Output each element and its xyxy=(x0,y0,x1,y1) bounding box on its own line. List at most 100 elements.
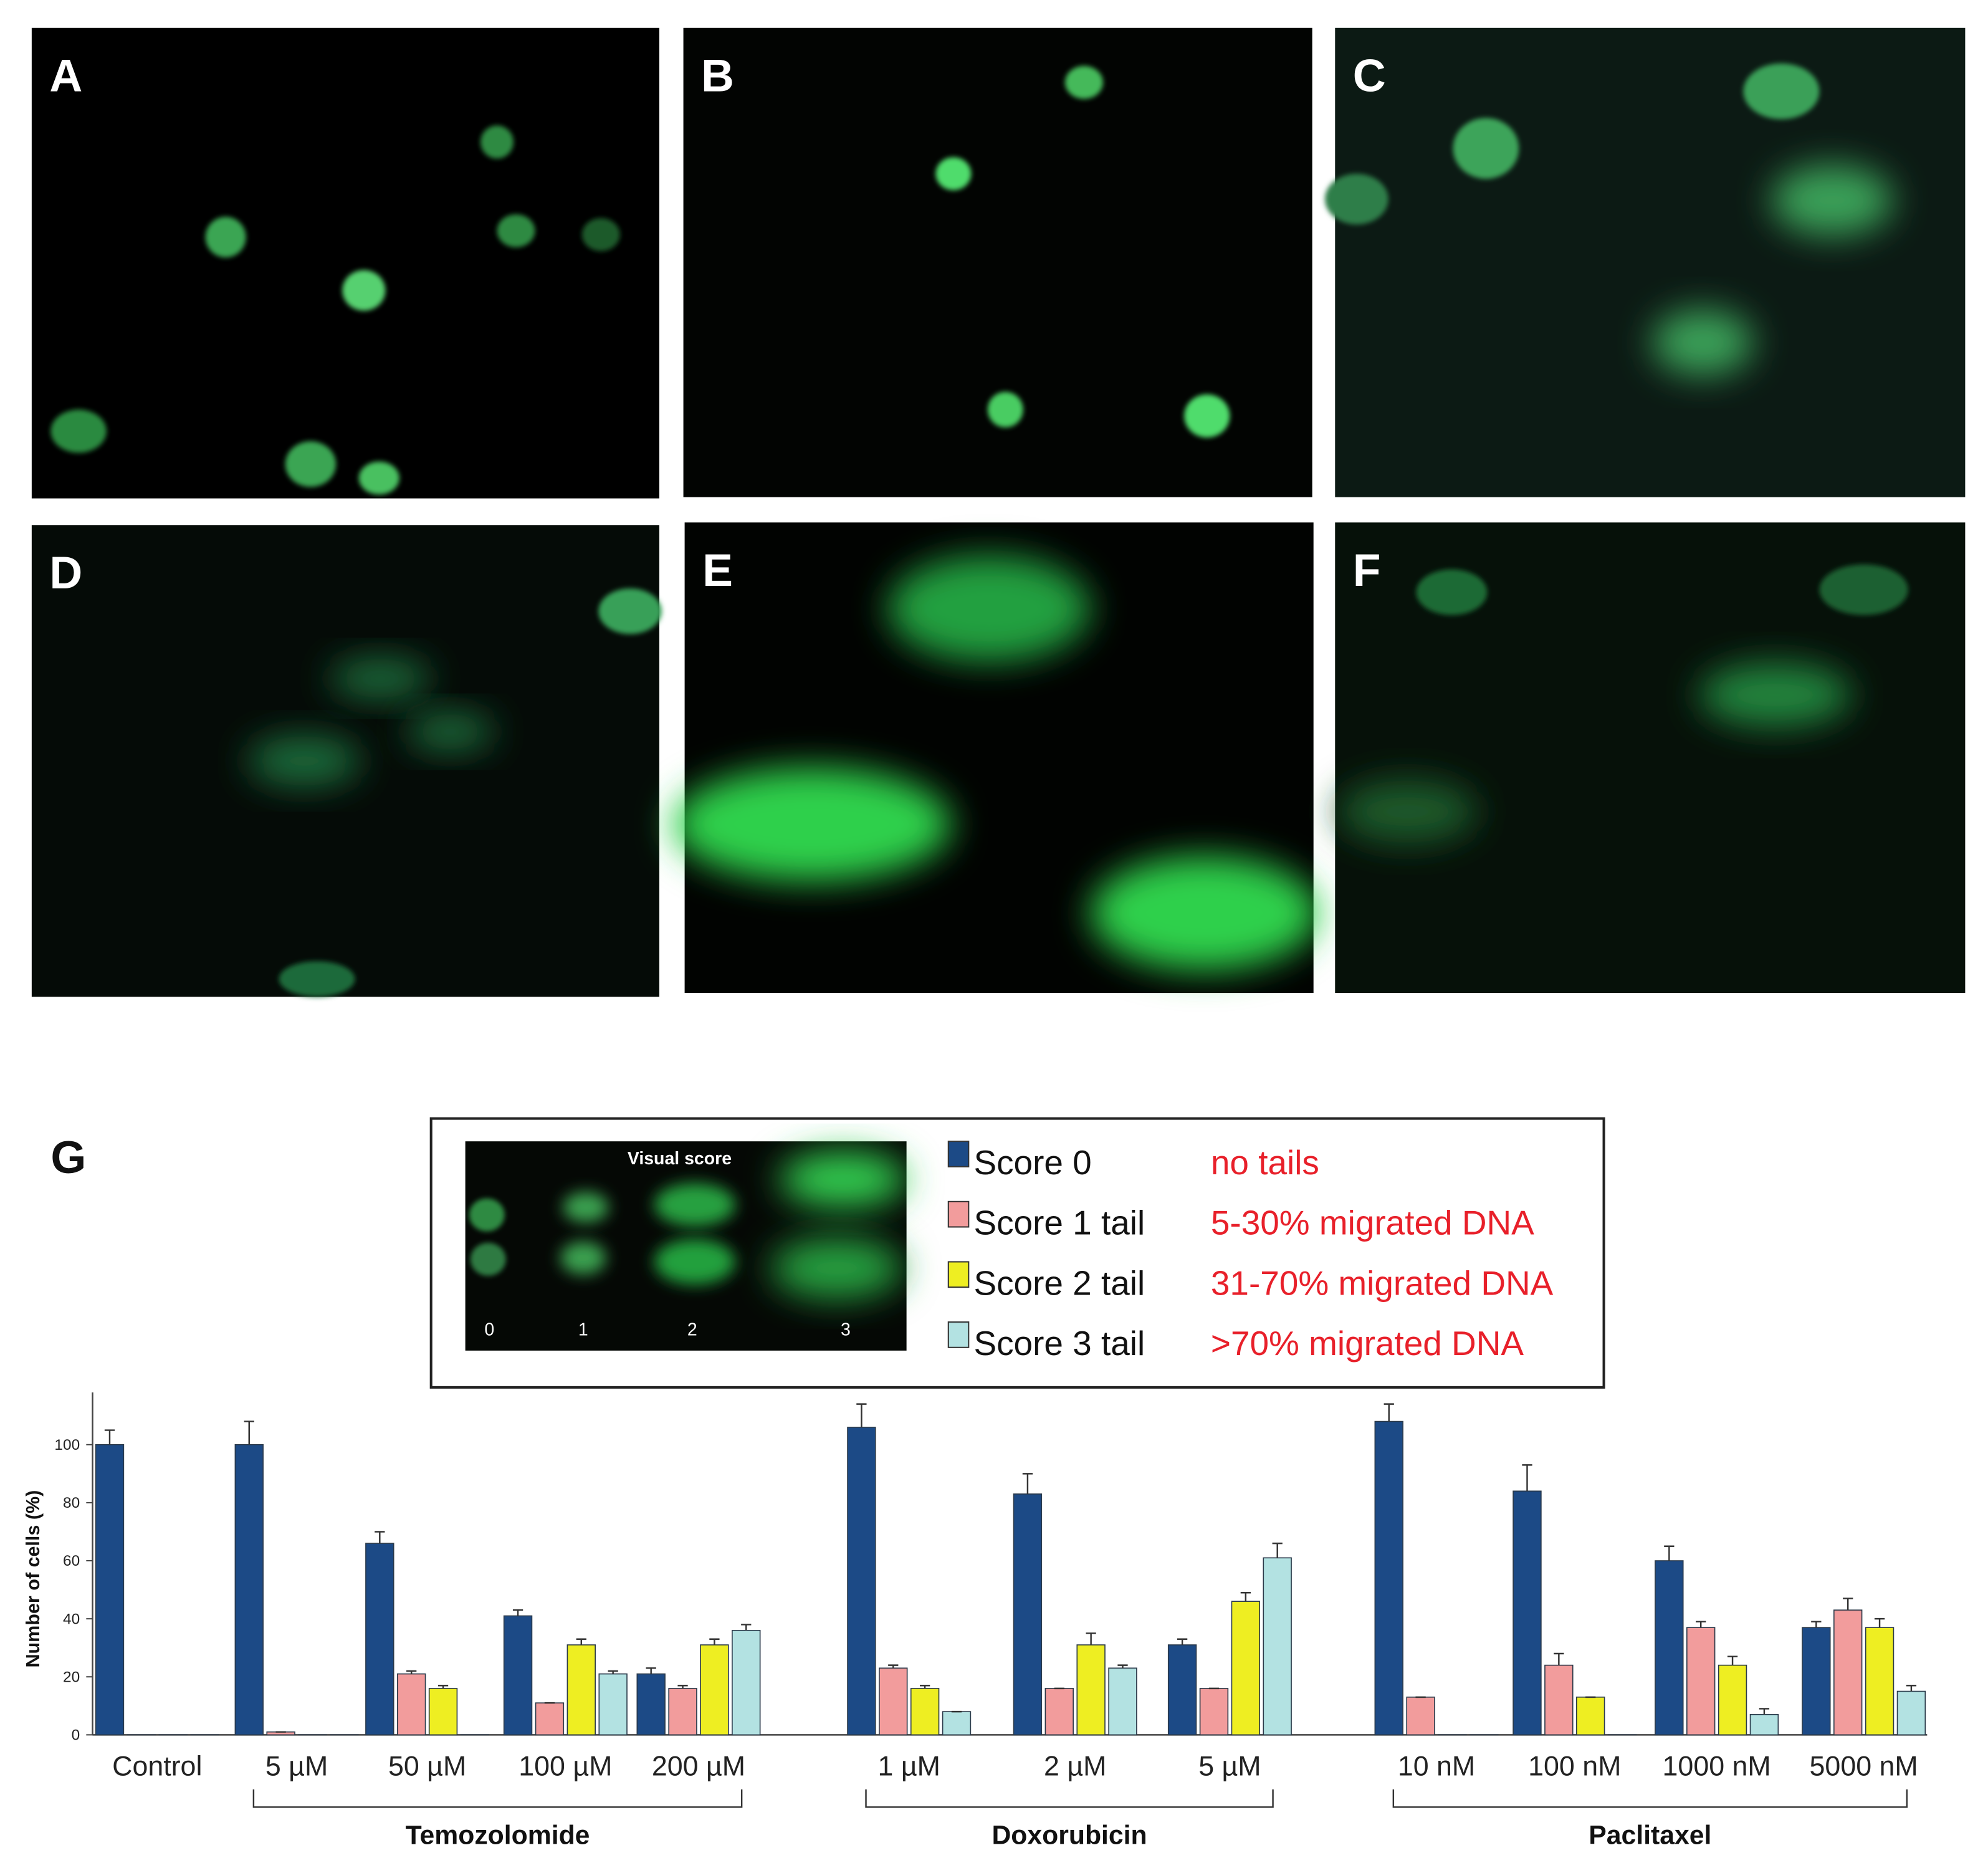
group-label: Paclitaxel xyxy=(1589,1820,1711,1850)
group-label: Doxorubicin xyxy=(992,1820,1147,1850)
error-bar xyxy=(1240,1592,1251,1602)
y-tick-label: 0 xyxy=(72,1727,80,1744)
x-tick-label: 5 µM xyxy=(265,1750,328,1781)
y-tick-label: 100 xyxy=(54,1437,80,1454)
inset-cell xyxy=(560,1241,606,1275)
cells xyxy=(247,588,662,997)
error-bar xyxy=(1727,1655,1738,1665)
bar xyxy=(1263,1557,1292,1736)
bar xyxy=(1718,1664,1747,1736)
micrographs: A B C D E F xyxy=(31,27,1966,997)
y-tick-label: 60 xyxy=(63,1553,80,1569)
bar xyxy=(1108,1667,1137,1736)
x-tick-label: 100 nM xyxy=(1528,1750,1621,1781)
cell xyxy=(1324,173,1388,225)
x-tick-label: 1 µM xyxy=(877,1750,940,1781)
micrograph xyxy=(1335,27,1966,497)
cell xyxy=(50,410,107,453)
x-tick-label: 2 µM xyxy=(1044,1750,1106,1781)
error-bar xyxy=(406,1670,417,1674)
cells xyxy=(1324,63,1893,376)
x-tick-label: 10 nM xyxy=(1398,1750,1475,1781)
bar xyxy=(942,1711,972,1736)
bar xyxy=(598,1673,628,1736)
cell xyxy=(1771,165,1893,236)
inset-label: 0 xyxy=(484,1320,494,1339)
bar xyxy=(1167,1644,1197,1736)
x-tick-label: 200 µM xyxy=(652,1750,745,1781)
error-bar xyxy=(1759,1708,1770,1715)
bar xyxy=(1576,1697,1605,1736)
panel-letter: D xyxy=(49,547,82,598)
error-bar xyxy=(856,1403,867,1427)
bar xyxy=(732,1629,761,1736)
cell xyxy=(1453,118,1519,179)
y-axis-label: Number of cells (%) xyxy=(22,1490,44,1668)
bar xyxy=(1833,1609,1863,1736)
cell xyxy=(887,555,1091,663)
group-bracket xyxy=(865,1789,1274,1808)
inset-label: 3 xyxy=(841,1320,851,1339)
error-bar xyxy=(709,1638,720,1645)
inset-cell xyxy=(654,1238,735,1285)
panel-letter: C xyxy=(1353,50,1386,101)
inset-cell xyxy=(654,1183,735,1227)
legend-swatch xyxy=(947,1261,970,1288)
panel-letter: F xyxy=(1353,545,1381,596)
cell xyxy=(935,157,972,191)
cells xyxy=(672,555,1319,970)
group-bracket xyxy=(1392,1789,1908,1808)
y-tick-label: 80 xyxy=(63,1495,80,1511)
panel-letter: G xyxy=(50,1132,86,1183)
panel-letter: B xyxy=(701,50,734,101)
bar xyxy=(847,1427,876,1736)
cell xyxy=(1090,856,1319,970)
x-tick-label: 5 µM xyxy=(1198,1750,1261,1781)
error-bar xyxy=(1811,1621,1822,1628)
cell xyxy=(285,441,337,487)
panel-letter: E xyxy=(702,545,733,596)
inset-cell xyxy=(469,1198,505,1232)
bar xyxy=(1374,1420,1403,1736)
bar xyxy=(396,1673,426,1736)
cell xyxy=(406,712,495,751)
cell xyxy=(1743,63,1820,120)
error-bar xyxy=(1022,1473,1033,1494)
group-bracket xyxy=(252,1789,743,1808)
x-tick-label: 5000 nM xyxy=(1810,1750,1918,1781)
bar xyxy=(1513,1490,1542,1736)
cell xyxy=(1337,780,1478,844)
error-bar xyxy=(244,1420,254,1445)
bar xyxy=(668,1688,697,1736)
cell xyxy=(247,735,361,787)
bar xyxy=(365,1543,394,1736)
bar xyxy=(636,1673,666,1736)
legend-label: Score 3 tail xyxy=(973,1324,1145,1363)
bar xyxy=(535,1702,565,1736)
error-bar xyxy=(375,1531,385,1544)
bar xyxy=(428,1688,458,1736)
cell xyxy=(1699,663,1852,727)
error-bar xyxy=(677,1685,688,1688)
inset-cell xyxy=(470,1242,506,1276)
cell xyxy=(1184,394,1230,438)
error-bar xyxy=(741,1624,752,1631)
bar xyxy=(910,1688,940,1736)
error-bar xyxy=(1554,1652,1564,1665)
y-tick-label: 40 xyxy=(63,1611,80,1627)
panel-letter: A xyxy=(49,50,82,101)
bar xyxy=(1896,1690,1926,1736)
error-bar xyxy=(646,1667,656,1674)
error-bar xyxy=(1522,1464,1532,1492)
legend-label: Score 0 xyxy=(973,1143,1091,1182)
cell xyxy=(598,588,662,635)
y-tick-label: 20 xyxy=(63,1669,80,1685)
cell xyxy=(358,461,399,495)
bar xyxy=(95,1444,125,1736)
error-bar xyxy=(576,1638,586,1645)
inset-cell xyxy=(563,1192,609,1223)
inset-cell xyxy=(780,1151,907,1207)
cell xyxy=(672,767,951,882)
